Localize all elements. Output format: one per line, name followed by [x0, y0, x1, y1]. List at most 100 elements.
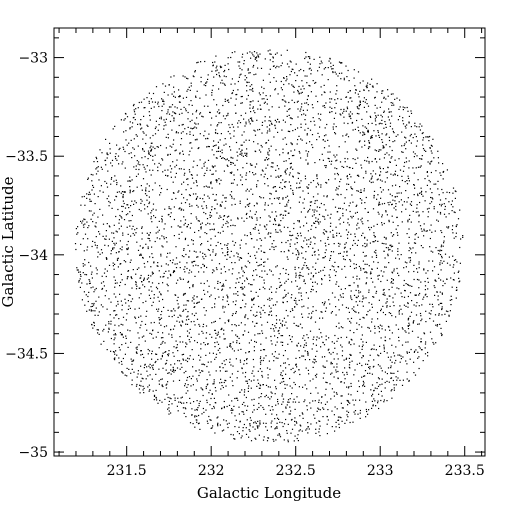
data-point	[270, 396, 272, 398]
data-point	[284, 100, 286, 102]
data-point	[386, 306, 388, 308]
data-point	[422, 298, 424, 300]
data-point	[277, 403, 279, 405]
data-point	[300, 126, 302, 128]
data-point	[287, 343, 289, 345]
data-point	[408, 115, 410, 117]
data-point	[289, 413, 291, 415]
data-point	[159, 318, 161, 320]
data-point	[310, 288, 313, 290]
data-point	[227, 243, 229, 245]
data-point	[256, 274, 258, 276]
data-point	[262, 170, 264, 172]
data-point	[296, 303, 298, 306]
data-point	[110, 253, 112, 255]
data-point	[252, 107, 254, 109]
data-point	[315, 339, 318, 341]
data-point	[135, 273, 137, 275]
data-point	[300, 295, 302, 297]
data-point	[397, 119, 399, 121]
data-point	[140, 350, 142, 352]
data-point	[146, 194, 148, 197]
data-point	[354, 369, 356, 371]
data-point	[246, 90, 248, 92]
data-point	[215, 170, 217, 172]
data-point	[179, 101, 181, 103]
data-point	[129, 121, 131, 123]
data-point	[338, 253, 340, 255]
data-point	[171, 403, 173, 405]
data-point	[392, 130, 394, 133]
data-point	[455, 259, 457, 261]
data-point	[343, 374, 345, 376]
data-point	[323, 68, 325, 70]
data-point	[108, 205, 110, 207]
data-point	[340, 296, 342, 298]
data-point	[387, 247, 389, 249]
data-point	[117, 300, 119, 303]
data-point	[143, 204, 146, 206]
data-point	[345, 229, 348, 231]
data-point	[241, 144, 243, 146]
data-point	[404, 289, 406, 292]
data-point	[128, 142, 130, 144]
data-point	[439, 199, 442, 201]
data-point	[251, 299, 253, 302]
data-point	[171, 146, 173, 148]
data-point	[175, 172, 177, 174]
data-point	[112, 265, 114, 267]
data-point	[102, 330, 104, 332]
data-point	[217, 423, 219, 425]
data-point	[357, 239, 359, 241]
data-point	[418, 287, 420, 289]
data-point	[206, 401, 208, 404]
data-point	[216, 104, 218, 106]
data-point	[288, 114, 290, 116]
data-point	[353, 69, 355, 71]
data-point	[448, 314, 450, 316]
data-point	[202, 252, 204, 254]
data-point	[405, 305, 407, 307]
data-point	[296, 285, 298, 287]
data-point	[122, 324, 124, 326]
data-point	[270, 232, 272, 234]
data-point	[343, 166, 345, 168]
data-point	[308, 68, 310, 70]
data-point	[285, 295, 287, 297]
data-point	[241, 266, 243, 268]
data-point	[328, 179, 330, 181]
data-point	[429, 162, 431, 164]
data-point	[277, 337, 279, 339]
data-point	[295, 63, 297, 65]
data-point	[338, 185, 340, 187]
data-point	[356, 390, 359, 392]
data-point	[425, 341, 427, 343]
data-point	[174, 150, 176, 152]
data-point	[178, 233, 180, 235]
data-point	[256, 314, 258, 317]
data-point	[216, 157, 218, 159]
data-point	[202, 256, 204, 258]
data-point	[444, 282, 446, 285]
data-point	[417, 357, 419, 359]
data-point	[135, 281, 137, 283]
data-point	[213, 154, 215, 156]
data-point	[377, 278, 379, 280]
data-point	[218, 112, 220, 115]
data-point	[214, 298, 216, 300]
data-point	[137, 332, 139, 334]
data-point	[231, 78, 233, 80]
data-point	[178, 113, 181, 115]
data-point	[276, 414, 278, 416]
data-point	[142, 302, 144, 304]
data-point	[296, 187, 298, 189]
data-point	[174, 325, 176, 327]
data-point	[231, 92, 234, 94]
data-point	[180, 220, 182, 222]
data-point	[336, 353, 338, 355]
data-point	[383, 250, 385, 252]
data-point	[456, 224, 458, 226]
data-point	[172, 352, 174, 354]
data-point	[165, 384, 167, 386]
data-point	[186, 226, 188, 228]
